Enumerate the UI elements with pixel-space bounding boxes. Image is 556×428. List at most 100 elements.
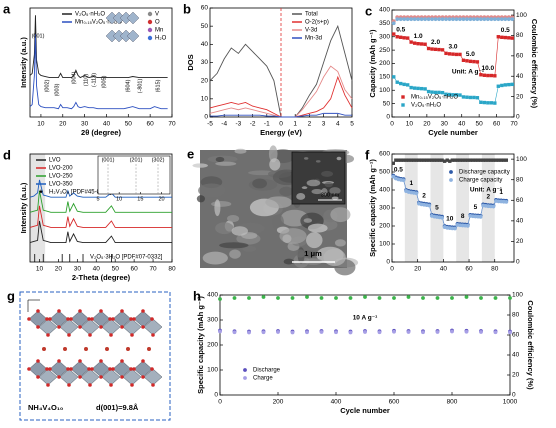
x-tick-label: 60 xyxy=(465,266,473,273)
oxygen-atom xyxy=(88,333,92,337)
ammonium xyxy=(63,347,67,351)
data-point xyxy=(377,330,382,335)
rate-label: 3.0 xyxy=(448,44,457,51)
sem-texture xyxy=(336,156,342,161)
y-tick-label: 600 xyxy=(379,151,390,158)
data-point xyxy=(465,95,469,99)
x-tick-label: -2 xyxy=(250,121,256,128)
data-point xyxy=(363,295,367,299)
legend-label: Mn₀.₁₅V₂O₅·nH₂O xyxy=(75,20,122,26)
data-point xyxy=(482,100,487,105)
data-point xyxy=(394,158,398,162)
y2-tick-label: 40 xyxy=(516,218,524,225)
data-point xyxy=(416,42,420,46)
inset-scale-label: 300 nm xyxy=(321,192,340,198)
sem-texture xyxy=(214,199,221,217)
data-point xyxy=(261,295,266,299)
y2-tick-label: 100 xyxy=(516,12,527,19)
plot-frame xyxy=(29,7,173,118)
oxygen-atom xyxy=(78,309,82,313)
x-tick-label: 20 xyxy=(423,121,431,128)
sem-texture xyxy=(303,157,309,160)
sem-texture xyxy=(198,183,226,198)
sem-texture xyxy=(306,179,321,187)
x-tick-label: 60 xyxy=(131,266,139,273)
oxygen-atom xyxy=(46,383,50,387)
data-point xyxy=(433,90,438,95)
data-point xyxy=(450,158,455,162)
x-tick-label: 50 xyxy=(125,121,133,128)
legend-marker xyxy=(449,178,453,182)
y-tick-label: 400 xyxy=(379,187,390,194)
data-point xyxy=(232,330,237,335)
inset-peak-label: (201) xyxy=(130,157,143,163)
legend-marker xyxy=(243,368,247,372)
y-tick-label: 100 xyxy=(379,241,390,248)
series-line xyxy=(29,205,172,228)
oxygen-atom xyxy=(57,359,61,363)
oxygen-atom xyxy=(120,375,124,379)
legend-label: Mn₀.₁₅V₂O₅·nH₂O xyxy=(411,95,458,101)
data-point xyxy=(405,17,410,22)
x-tick-label: 20 xyxy=(414,266,422,273)
y-tick-label: 100 xyxy=(379,87,390,94)
data-point xyxy=(499,17,504,22)
oxygen-atom xyxy=(78,325,82,329)
x-tick-label: 70 xyxy=(168,121,176,128)
legend-label: Total xyxy=(305,12,318,18)
sem-texture xyxy=(211,200,232,207)
data-point xyxy=(464,295,469,299)
data-point xyxy=(493,296,498,300)
data-point xyxy=(399,81,403,86)
crystal-polyhedron xyxy=(126,29,140,43)
oxygen-atom xyxy=(141,325,145,329)
data-point xyxy=(398,17,403,22)
x-tick-label: -3 xyxy=(236,121,242,128)
y-tick-label: 50 xyxy=(201,23,209,30)
data-point xyxy=(290,330,295,335)
data-point xyxy=(500,83,504,88)
sem-texture xyxy=(283,258,295,265)
oxygen-atom xyxy=(130,383,134,387)
data-point xyxy=(461,58,466,62)
data-point xyxy=(406,330,411,334)
legend-marker xyxy=(243,376,247,380)
data-point xyxy=(416,86,420,91)
data-point xyxy=(218,329,222,334)
peak-label: (002) xyxy=(44,79,50,92)
data-point xyxy=(404,158,408,162)
oxygen-atom xyxy=(108,317,112,321)
legend-label: Discharge xyxy=(253,368,281,374)
data-point xyxy=(437,158,442,162)
oxygen-atom xyxy=(78,375,82,379)
sem-texture xyxy=(282,234,292,243)
legend-label: O-2(s+p) xyxy=(305,20,329,26)
data-point xyxy=(402,82,406,87)
data-point xyxy=(465,223,470,228)
oxygen-atom xyxy=(129,317,133,321)
rate-label: 10.0 xyxy=(482,65,495,72)
data-point xyxy=(444,51,448,56)
oxygen-atom xyxy=(48,317,52,321)
rate-label: 10 xyxy=(446,216,454,223)
panel-letter: h xyxy=(193,288,201,303)
data-point xyxy=(348,296,353,300)
inset-peak-label: (001) xyxy=(102,157,115,163)
data-point xyxy=(508,330,512,335)
panel-letter: g xyxy=(7,288,15,303)
data-point xyxy=(427,203,432,208)
data-point xyxy=(440,17,445,22)
oxygen-atom xyxy=(66,367,70,371)
rate-label: 2.0 xyxy=(431,39,440,46)
data-point xyxy=(218,297,222,301)
oxygen-atom xyxy=(111,367,115,371)
rate-label: 2 xyxy=(487,194,491,201)
panel-letter: d xyxy=(3,147,11,162)
atom-swatch xyxy=(147,35,153,41)
data-point xyxy=(466,158,470,162)
data-point xyxy=(416,17,421,22)
data-point xyxy=(455,158,460,162)
data-point xyxy=(409,17,414,22)
peak-label: (003) xyxy=(54,83,60,96)
